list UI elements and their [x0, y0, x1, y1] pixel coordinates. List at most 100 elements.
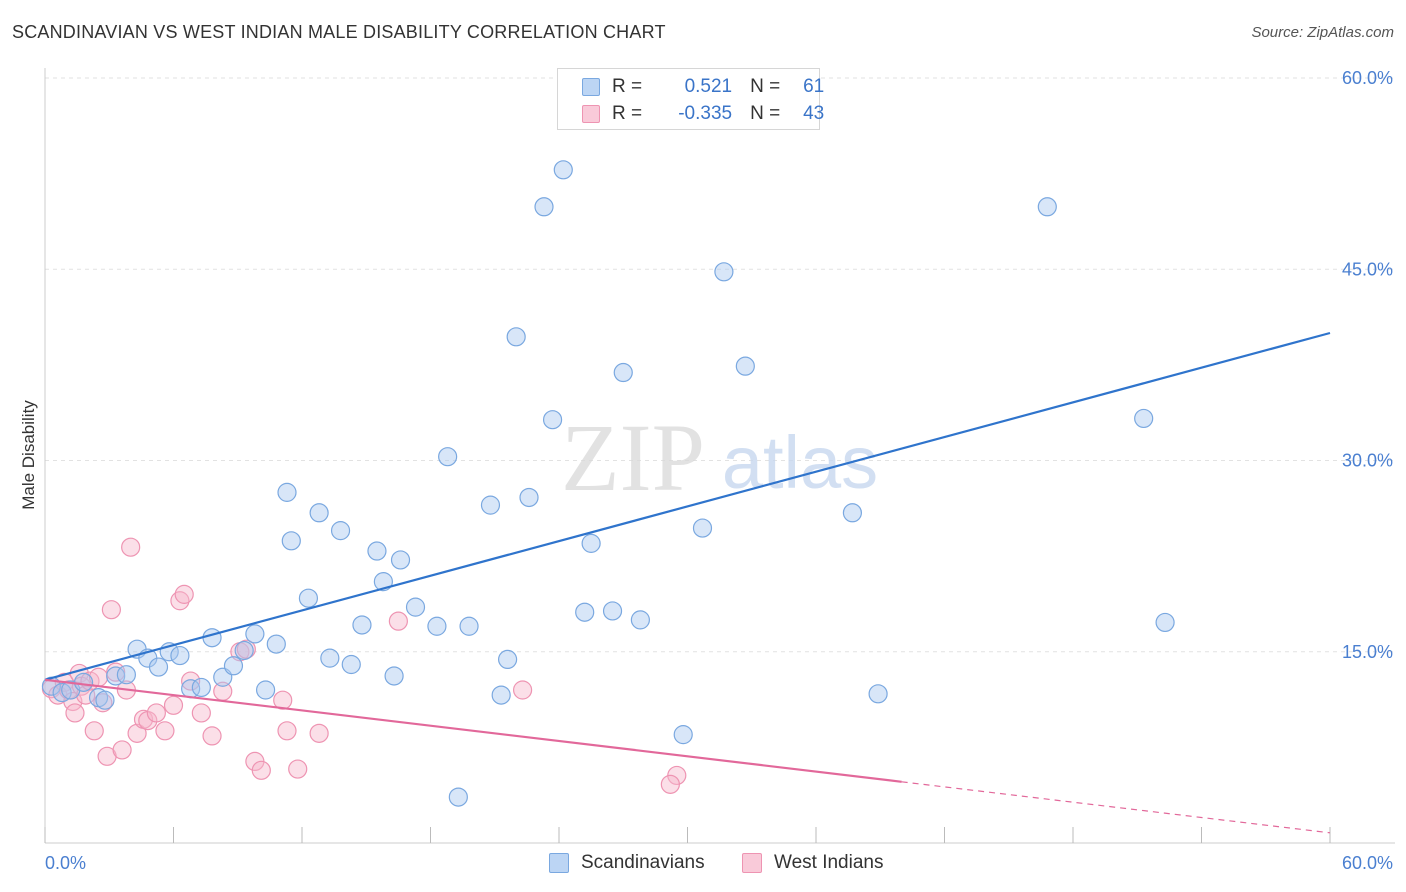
west-indians-point	[65, 703, 85, 723]
watermark-zip: ZIP	[561, 404, 705, 511]
scandinavians-point	[613, 362, 633, 383]
legend-n-label: N =	[750, 76, 781, 97]
y-tick-label: 45.0%	[1342, 259, 1393, 279]
scandinavians-point	[427, 616, 447, 636]
legend-item-west-indians: West Indians	[742, 852, 883, 874]
legend-n-value: 43	[803, 103, 825, 124]
west-indians-point	[309, 723, 329, 743]
scandinavians-point	[581, 533, 601, 553]
west-indians-point	[251, 760, 271, 780]
scandinavians-point	[405, 597, 426, 617]
legend-swatch-blue	[582, 78, 600, 96]
y-axis-label: Male Disability	[19, 400, 38, 510]
west-indians-point	[121, 537, 141, 557]
scandinavians-point	[191, 677, 211, 698]
scandinavians-point	[116, 665, 136, 685]
x-tick-label: 0.0%	[45, 853, 86, 873]
west-indians-points	[41, 537, 687, 794]
scandinavians-point	[223, 656, 244, 676]
scandinavians-point	[448, 787, 468, 807]
legend-swatch-pink	[742, 853, 762, 873]
scandinavians-points	[41, 160, 1175, 807]
scandinavians-point	[519, 487, 539, 508]
scandinavians-point	[542, 410, 563, 430]
legend-n-label: N =	[750, 103, 781, 124]
source-label: Source: ZipAtlas.com	[1251, 24, 1394, 41]
scandinavians-point	[245, 624, 265, 644]
scandinavians-point	[281, 531, 301, 551]
scandinavians-trend-line	[44, 331, 1331, 681]
scandinavians-point	[1155, 612, 1175, 633]
legend-swatch-blue	[549, 853, 569, 873]
scandinavians-point	[255, 680, 276, 700]
chart-title: SCANDINAVIAN VS WEST INDIAN MALE DISABIL…	[12, 22, 666, 42]
scandinavians-point	[95, 690, 115, 710]
scandinavians-point	[390, 550, 411, 570]
gridlines	[45, 77, 1395, 653]
scandinavians-point	[352, 615, 372, 635]
scandinavians-point	[735, 356, 755, 376]
scandinavians-point	[277, 482, 297, 502]
scandinavians-point	[1134, 408, 1154, 429]
scandinavians-point	[367, 541, 387, 561]
y-tick-label: 15.0%	[1342, 642, 1393, 662]
scandinavians-point	[170, 645, 190, 666]
scandinavians-point	[842, 503, 863, 523]
west-indians-point	[101, 600, 121, 620]
x-tick-label: 60.0%	[1342, 853, 1393, 873]
scandinavians-point	[1037, 197, 1057, 217]
scandinavians-point	[384, 666, 404, 686]
scandinavians-point	[320, 648, 340, 668]
scandinavians-point	[553, 160, 573, 180]
west-indians-point	[388, 611, 408, 631]
scandinavians-point	[73, 672, 94, 692]
scandinavians-point	[234, 640, 254, 661]
legend-r-value: 0.521	[684, 76, 733, 97]
scandinavians-point	[673, 725, 693, 745]
y-tick-label: 60.0%	[1342, 68, 1393, 88]
west-indians-point	[512, 680, 533, 700]
scandinavians-point	[266, 634, 286, 654]
scandinavians-point	[480, 495, 501, 515]
scandinavians-point	[602, 601, 623, 621]
legend-r-label: R =	[612, 76, 643, 97]
west-indians-trend-line	[44, 678, 902, 783]
legend-label-scandinavians: Scandinavians	[581, 852, 705, 873]
y-tick-label: 30.0%	[1342, 451, 1393, 471]
scandinavians-point	[309, 503, 329, 523]
scandinavians-point	[534, 197, 554, 217]
west-indians-point	[288, 759, 308, 779]
west-indians-point	[181, 671, 201, 691]
scandinavians-point	[298, 588, 319, 608]
legend-swatch-pink	[582, 105, 600, 123]
scandinavians-point	[498, 649, 518, 670]
west-indians-point	[277, 721, 297, 741]
stats-legend: R = 0.521 N = 61 R = -0.335 N = 43	[557, 68, 824, 130]
scandinavians-point	[575, 602, 595, 622]
scandinavians-point	[868, 684, 888, 704]
tick-labels: 15.0% 30.0% 45.0% 60.0% 0.0% 60.0%	[45, 68, 1393, 873]
scandinavians-point	[341, 654, 361, 675]
west-indians-trend-extension	[901, 781, 1331, 834]
legend-row-west-indians: R = -0.335 N = 43	[582, 103, 824, 125]
scandinavians-point	[148, 657, 169, 677]
scandinavians-point	[438, 447, 458, 467]
legend-n-value: 61	[803, 76, 825, 97]
west-indians-point	[191, 703, 211, 723]
west-indians-point	[155, 721, 175, 741]
legend-r-label: R =	[612, 103, 643, 124]
scandinavians-point	[202, 628, 222, 648]
axes	[44, 68, 1395, 844]
west-indians-point	[146, 703, 166, 723]
scandinavians-point	[459, 616, 479, 636]
scandinavians-point	[630, 610, 650, 630]
trend-lines	[44, 331, 1331, 834]
scandinavians-point	[714, 262, 734, 282]
west-indians-point	[202, 726, 222, 746]
legend-row-scandinavians: R = 0.521 N = 61	[582, 76, 824, 98]
scandinavians-point	[330, 521, 351, 541]
west-indians-point	[174, 584, 194, 604]
west-indians-point	[660, 774, 680, 794]
west-indians-point	[127, 723, 147, 743]
